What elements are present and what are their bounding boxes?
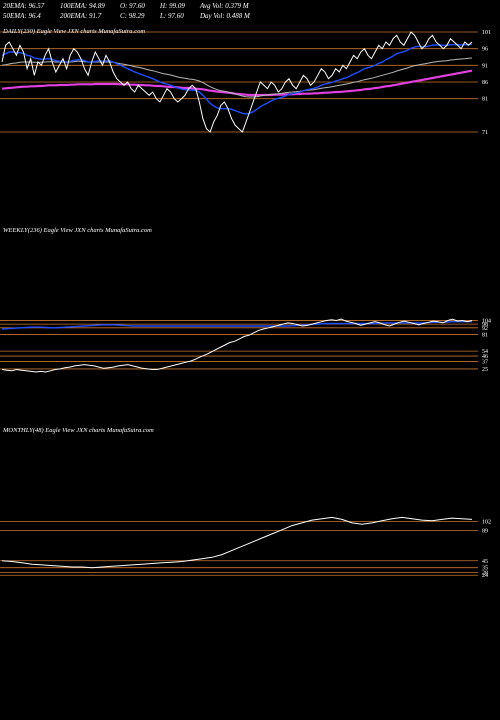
hdr-100ema: 100EMA: 94.89 bbox=[60, 2, 105, 10]
hdr-avg-vol: Avg Vol: 0.379 M bbox=[199, 2, 250, 10]
y-tick-label: 24 bbox=[482, 573, 488, 579]
hdr-high: H: 99.09 bbox=[159, 2, 185, 10]
y-tick-label: 86 bbox=[482, 80, 488, 86]
y-tick-label: 46 bbox=[482, 354, 488, 360]
y-tick-label: 45 bbox=[482, 559, 488, 565]
y-tick-label: 92 bbox=[482, 326, 488, 332]
y-tick-label: 28 bbox=[482, 570, 488, 576]
ema-short-line bbox=[1, 43, 473, 115]
y-tick-label: 37 bbox=[482, 360, 488, 366]
hdr-open: O: 97.60 bbox=[120, 2, 145, 10]
y-tick-label: 89 bbox=[482, 528, 488, 534]
daily-title: DAILY(230) Eagle View JXN charts MunafaS… bbox=[2, 28, 145, 35]
header-info: 20EMA: 96.57 100EMA: 94.89 O: 97.60 H: 9… bbox=[3, 2, 251, 20]
y-tick-label: 96 bbox=[482, 47, 488, 53]
hdr-close: C: 98.29 bbox=[120, 12, 145, 20]
y-tick-label: 25 bbox=[482, 367, 488, 373]
ema-long-line bbox=[1, 69, 473, 97]
price-line bbox=[1, 516, 473, 569]
y-tick-label: 102 bbox=[482, 520, 491, 526]
y-tick-label: 35 bbox=[482, 566, 488, 572]
price-line bbox=[1, 318, 473, 373]
y-tick-label: 71 bbox=[482, 130, 488, 136]
hdr-200ema: 200EMA: 91.7 bbox=[60, 12, 102, 20]
hdr-50ema: 50EMA: 96.4 bbox=[3, 12, 41, 20]
price-line bbox=[1, 31, 473, 133]
y-tick-label: 104 bbox=[482, 318, 491, 324]
ema-short-line bbox=[1, 321, 472, 330]
hdr-day-vol: Day Vol: 0.488 M bbox=[199, 12, 251, 20]
y-tick-label: 91 bbox=[482, 63, 488, 69]
y-tick-label: 54 bbox=[482, 349, 488, 355]
y-tick-label: 98 bbox=[482, 322, 488, 328]
y-tick-label: 81 bbox=[482, 97, 488, 103]
hdr-low: L: 97.60 bbox=[159, 12, 184, 20]
ema-mid-line bbox=[1, 57, 473, 98]
hdr-20ema: 20EMA: 96.57 bbox=[3, 2, 45, 10]
y-tick-label: 81 bbox=[482, 333, 488, 339]
y-tick-label: 101 bbox=[482, 30, 491, 36]
monthly-title: MONTHLY(48) Eagle View JXN charts Munafa… bbox=[2, 427, 154, 434]
daily-panel: 101 96 91 86 81 71 bbox=[0, 30, 491, 136]
weekly-title: WEEKLY(236) Eagle View JXN charts Munafa… bbox=[3, 227, 152, 234]
